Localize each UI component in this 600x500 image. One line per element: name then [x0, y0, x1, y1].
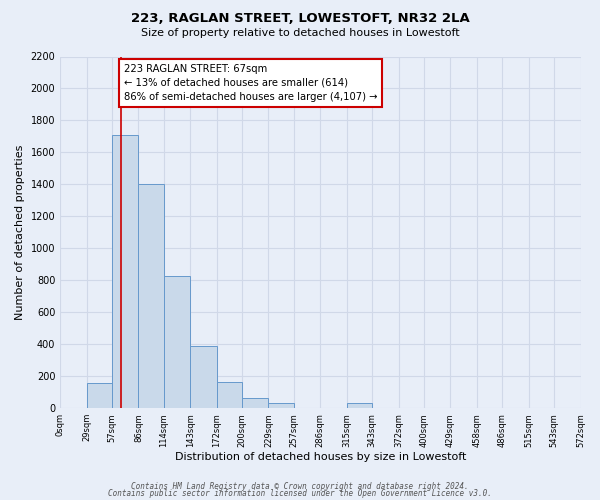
- Text: 223, RAGLAN STREET, LOWESTOFT, NR32 2LA: 223, RAGLAN STREET, LOWESTOFT, NR32 2LA: [131, 12, 469, 26]
- Text: 223 RAGLAN STREET: 67sqm
← 13% of detached houses are smaller (614)
86% of semi-: 223 RAGLAN STREET: 67sqm ← 13% of detach…: [124, 64, 377, 102]
- X-axis label: Distribution of detached houses by size in Lowestoft: Distribution of detached houses by size …: [175, 452, 466, 462]
- Bar: [242, 398, 268, 408]
- Bar: [139, 184, 164, 408]
- Text: Size of property relative to detached houses in Lowestoft: Size of property relative to detached ho…: [140, 28, 460, 38]
- Bar: [268, 404, 294, 408]
- Bar: [217, 382, 242, 408]
- Bar: [347, 404, 372, 408]
- Bar: [112, 135, 139, 408]
- Bar: [190, 346, 217, 408]
- Bar: [86, 382, 112, 408]
- Bar: [164, 276, 190, 408]
- Y-axis label: Number of detached properties: Number of detached properties: [15, 144, 25, 320]
- Text: Contains public sector information licensed under the Open Government Licence v3: Contains public sector information licen…: [108, 489, 492, 498]
- Text: Contains HM Land Registry data © Crown copyright and database right 2024.: Contains HM Land Registry data © Crown c…: [131, 482, 469, 491]
